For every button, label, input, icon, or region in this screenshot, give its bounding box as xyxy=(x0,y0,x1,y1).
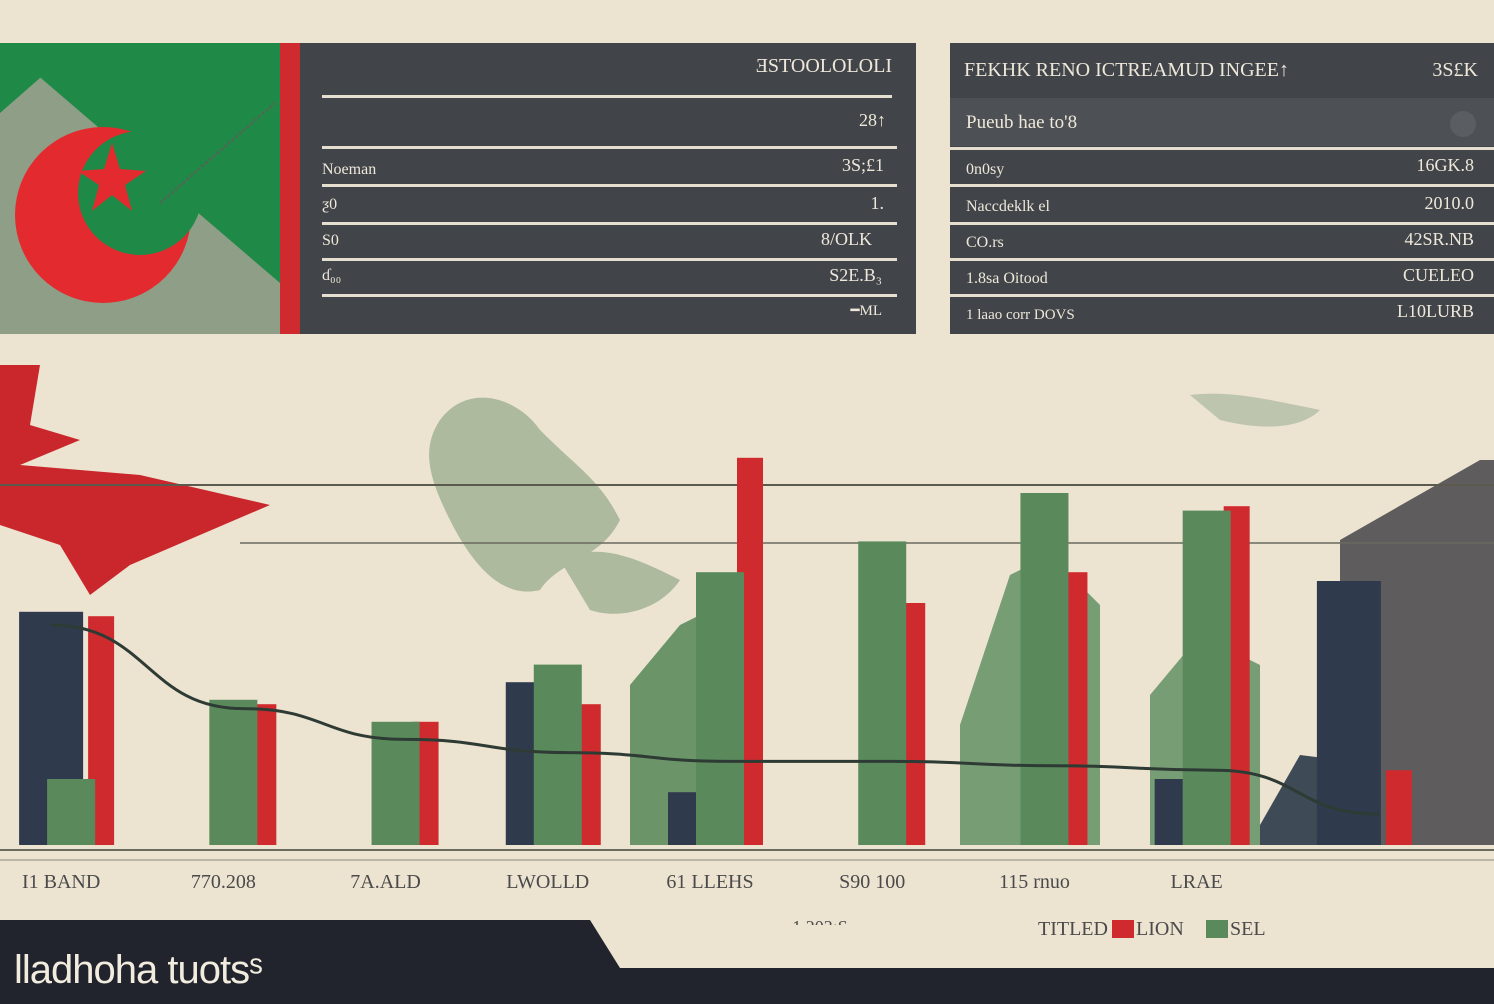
right-row-value: L10LURB xyxy=(1396,301,1474,321)
bar-sel-1 xyxy=(209,699,258,845)
right-row-value: 42SR.NB xyxy=(1404,229,1474,249)
divider xyxy=(322,184,897,187)
info-icon[interactable] xyxy=(1450,111,1476,137)
algeria-flag-icon xyxy=(0,43,280,334)
left-row-value: ━ML xyxy=(850,303,882,319)
divider xyxy=(322,222,897,225)
left-row-value: 3S;£1 xyxy=(841,155,884,175)
legend-label: LION xyxy=(1136,918,1184,940)
summary-panel-left: ƎSTOOLOLOLI 28↑ Noeman 3S;£1 ƺ0 1. S0 8/… xyxy=(0,43,916,334)
subheader-band xyxy=(950,98,1494,146)
right-row-label: 1 laao corr DOVS xyxy=(966,307,1075,323)
x-sublabel: 1.203:S xyxy=(792,917,848,925)
right-row-label: CO.rs xyxy=(966,234,1004,251)
x-tick-label: 115 rnuo xyxy=(999,871,1070,893)
legend-swatch-red xyxy=(1112,920,1134,938)
x-tick-labels: I1 BAND 770.208 7A.ALD LWOLLD 61 LLEHS S90 10… xyxy=(22,871,1223,893)
legend-label: SEL xyxy=(1230,918,1266,940)
left-row-value: S2E.B₃ xyxy=(829,265,882,285)
summary-panel-right: FEKHK RENO ICTREAMUD INGEE↑ 3S£K Pueub h… xyxy=(950,43,1494,334)
divider xyxy=(322,258,897,261)
left-row-label: ɗ₀₀ xyxy=(322,267,342,284)
bar-sel-0 xyxy=(47,779,96,845)
divider xyxy=(322,294,897,297)
bar-sel-6 xyxy=(1020,493,1069,845)
left-row-label: ƺ0 xyxy=(322,196,338,213)
chart-canvas: I1 BAND 770.208 7A.ALD LWOLLD 61 LLEHS S90 10… xyxy=(0,365,1494,937)
x-tick-label: 61 LLEHS xyxy=(666,871,753,893)
right-row-label: 0n0sy xyxy=(966,161,1005,178)
legend-swatch-green xyxy=(1206,920,1228,938)
bar-sel-4 xyxy=(696,572,744,845)
bar-titled-8 xyxy=(1316,581,1381,845)
divider xyxy=(950,258,1494,261)
right-row-value: 16GK.8 xyxy=(1416,155,1475,175)
left-row-value: 28↑ xyxy=(859,110,886,130)
right-row-value: CUELEO xyxy=(1403,265,1474,285)
x-tick-label: I1 BAND xyxy=(22,871,100,893)
divider xyxy=(950,147,1494,150)
left-row-label: Noeman xyxy=(322,161,377,178)
divider xyxy=(950,222,1494,225)
bar-sel-2 xyxy=(371,721,420,845)
legend-label: TITLED xyxy=(1038,918,1108,940)
x-tick-label: 7A.ALD xyxy=(350,871,421,893)
divider xyxy=(950,184,1494,187)
footer-bar xyxy=(0,968,1494,1004)
left-row-value: 8/OLK xyxy=(821,229,872,249)
left-row-value: 1. xyxy=(870,193,885,213)
left-panel-header: ƎSTOOLOLOLI xyxy=(755,55,892,77)
x-tick-label: LRAE xyxy=(1171,871,1223,893)
bar-sel-7 xyxy=(1182,510,1231,845)
x-tick-label: S90 100 xyxy=(839,871,905,893)
right-panel-subheader: Pueub hae to'8 xyxy=(966,112,1078,133)
right-row-value: 2010.0 xyxy=(1424,193,1475,213)
bar-sel-5 xyxy=(858,541,907,845)
left-row-label: S0 xyxy=(322,232,339,249)
x-tick-label: 770.208 xyxy=(191,871,256,893)
right-row-label: 1.8sa Oitood xyxy=(966,270,1048,287)
x-tick-label: LWOLLD xyxy=(506,871,589,893)
right-panel-header: FEKHK RENO ICTREAMUD INGEE↑ xyxy=(964,59,1289,81)
divider xyxy=(322,95,892,98)
right-row-label: Naccdeklk el xyxy=(966,198,1050,215)
red-divider-bar xyxy=(280,43,300,334)
divider xyxy=(950,294,1494,297)
maple-leaf-graphic xyxy=(0,365,270,595)
trend-line xyxy=(51,623,1379,816)
right-panel-header-value: 3S£K xyxy=(1432,59,1478,81)
footer-title: lladhoha tuotsˢ xyxy=(14,948,263,992)
bar-sel-3 xyxy=(533,664,582,845)
flag-graphic xyxy=(0,43,280,334)
bars-group xyxy=(19,457,1412,845)
divider xyxy=(322,146,897,149)
bar-lion-8 xyxy=(1385,770,1412,845)
bar-chart: I1 BAND 770.208 7A.ALD LWOLLD 61 LLEHS S90 10… xyxy=(0,365,1494,937)
